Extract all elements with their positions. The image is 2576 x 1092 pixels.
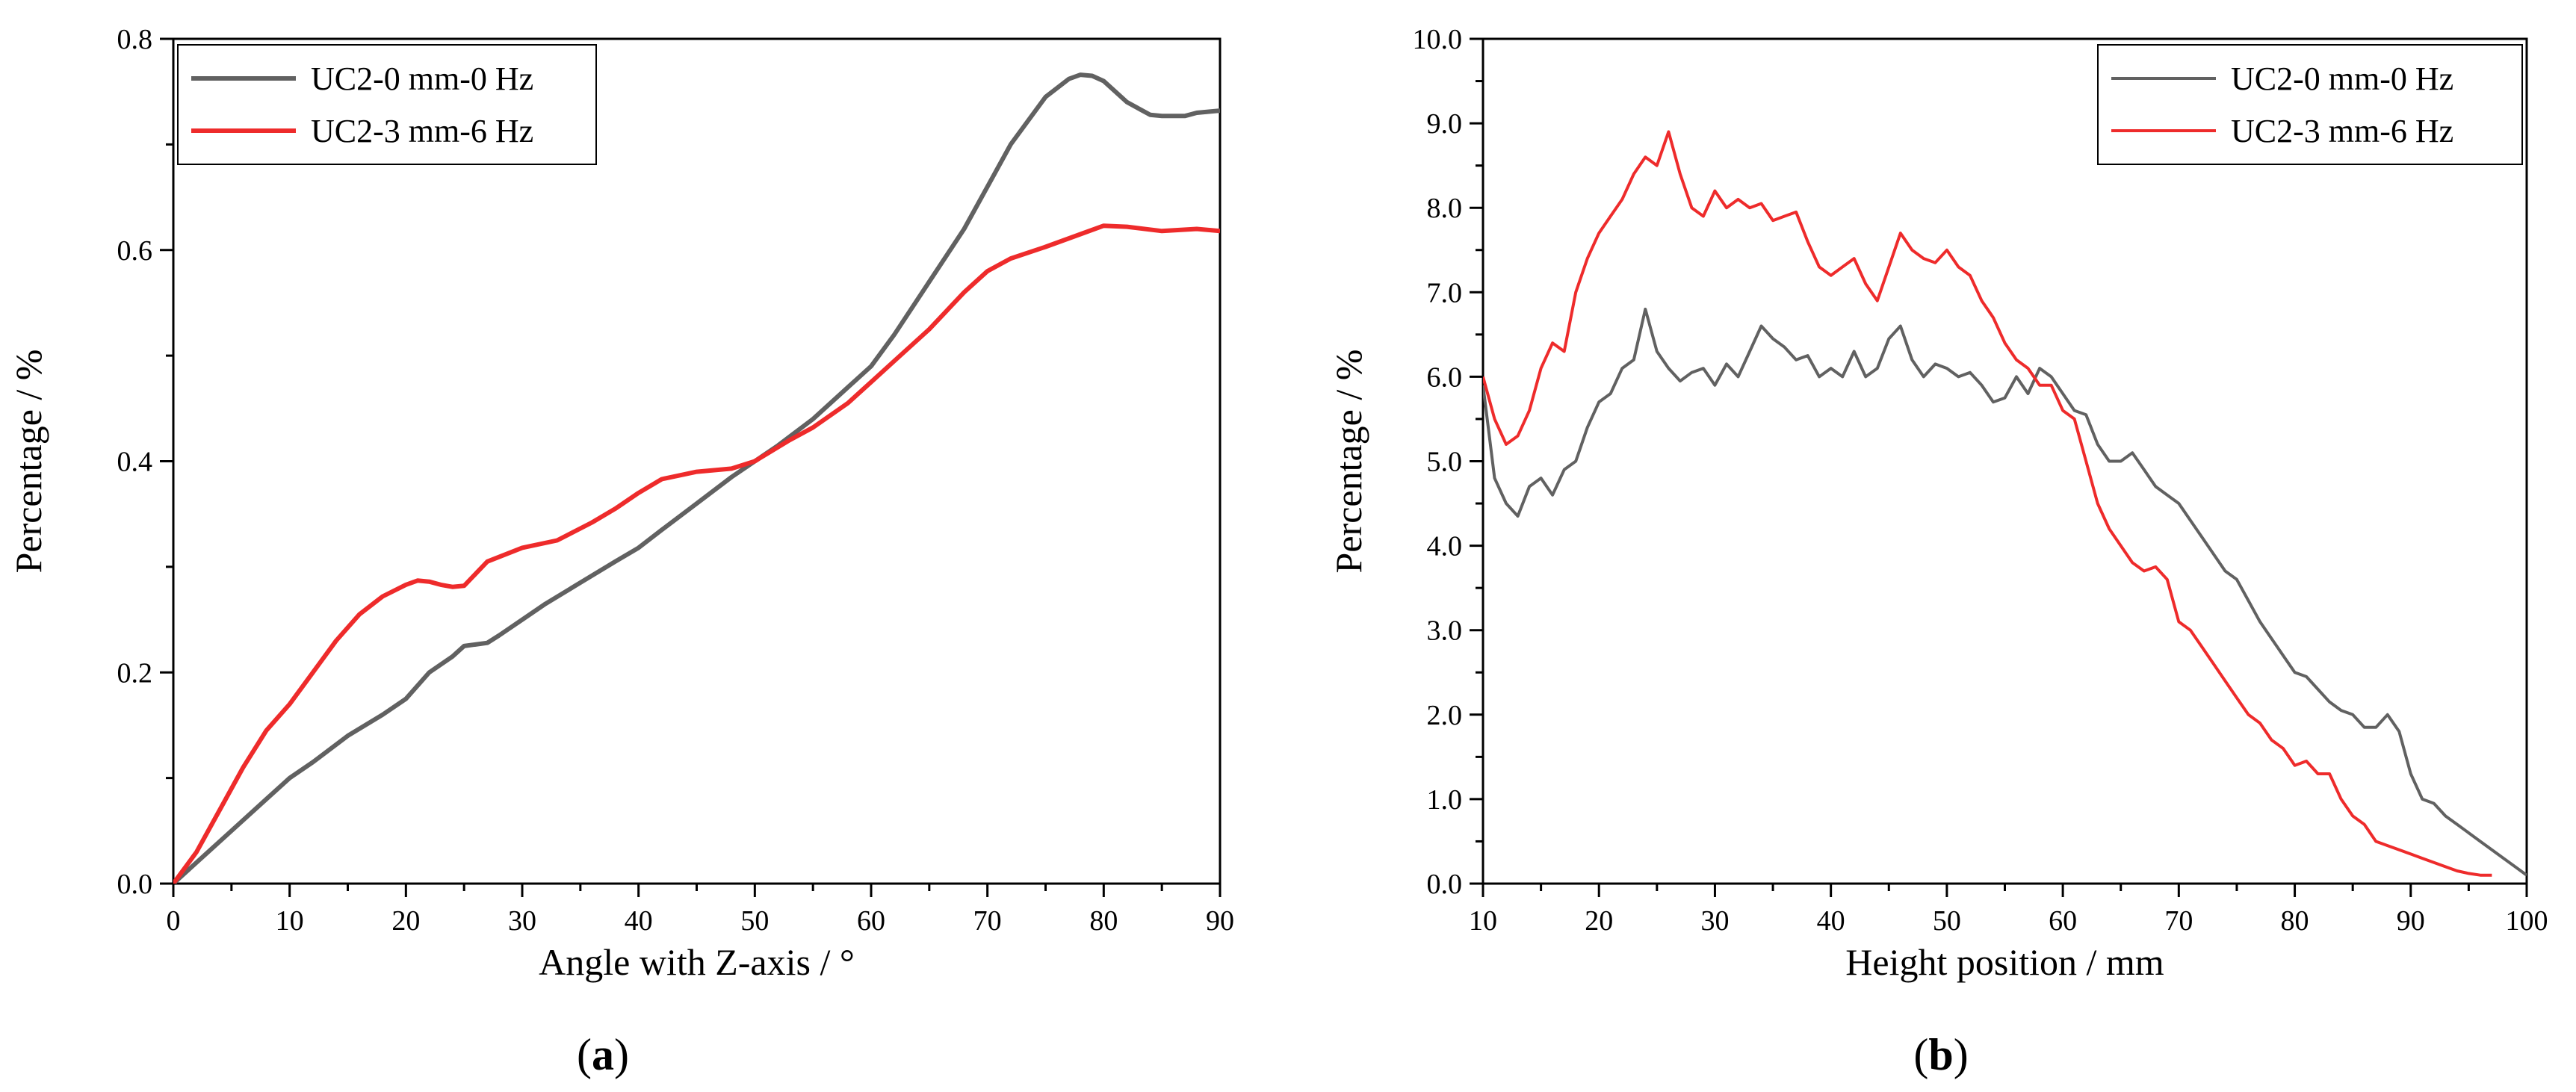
- x-tick-label: 40: [1817, 905, 1845, 937]
- y-tick-label: 4.0: [1427, 531, 1463, 562]
- y-tick-label: 0.2: [117, 657, 153, 689]
- legend: UC2-0 mm-0 Hz UC2-3 mm-6 Hz: [177, 44, 597, 165]
- legend-box: [177, 44, 597, 165]
- panel-label: (a): [577, 1030, 629, 1079]
- legend: UC2-0 mm-0 Hz UC2-3 mm-6 Hz: [2097, 44, 2523, 165]
- x-tick-label: 30: [1700, 905, 1729, 937]
- series-line-uc2-0mm-0hz: [173, 72, 1220, 884]
- x-tick-label: 50: [740, 905, 769, 937]
- y-tick-label: 8.0: [1427, 193, 1463, 224]
- panel-a: 0 10 20 30 40 50 60 70 80 90 0.0 0.2 0.4 0.6 0.8 Angle …: [7, 24, 1234, 1079]
- x-tick-label: 80: [1089, 905, 1118, 937]
- y-tick-label: 10.0: [1413, 24, 1463, 55]
- x-tick-label: 70: [973, 905, 1002, 937]
- x-tick-label: 60: [857, 905, 885, 937]
- y-axis-label: Percentage / %: [7, 350, 49, 574]
- x-tick-label: 20: [1585, 905, 1613, 937]
- series-line-uc2-3mm-6hz: [173, 223, 1220, 884]
- y-tick-label: 0.0: [1427, 869, 1463, 900]
- series-line-uc2-3mm-6hz: [1483, 130, 2492, 877]
- y-tick-label: 1.0: [1427, 784, 1463, 816]
- y-tick-label: 0.6: [117, 235, 153, 267]
- x-tick-label: 90: [1206, 905, 1234, 937]
- legend-label: UC2-3 mm-6 Hz: [2231, 113, 2453, 149]
- x-tick-label: 20: [391, 905, 420, 937]
- y-tick-label: 0.8: [117, 24, 153, 55]
- series-line-uc2-0mm-0hz: [1483, 307, 2527, 877]
- x-tick-label: 40: [625, 905, 653, 937]
- x-tick-label: 10: [276, 905, 304, 937]
- x-tick-label: 0: [167, 905, 181, 937]
- y-tick-label: 0.4: [117, 447, 153, 478]
- x-tick-label: 60: [2049, 905, 2077, 937]
- x-tick-label: 70: [2164, 905, 2193, 937]
- legend-label: UC2-3 mm-6 Hz: [311, 113, 533, 149]
- y-tick-label: 5.0: [1427, 447, 1463, 478]
- legend-box: [2097, 44, 2523, 165]
- legend-label: UC2-0 mm-0 Hz: [2231, 61, 2453, 97]
- x-tick-label: 80: [2281, 905, 2309, 937]
- x-tick-label: 10: [1469, 905, 1497, 937]
- y-tick-label: 9.0: [1427, 108, 1463, 140]
- panel-b: 10 20 30 40 50 60 70 80 90 100 0.0 1.0 2.0 3.0 4.0 5.0 6…: [1328, 24, 2548, 1079]
- y-tick-label: 0.0: [117, 869, 153, 900]
- legend-label: UC2-0 mm-0 Hz: [311, 61, 533, 97]
- y-axis-label: Percentage / %: [1328, 350, 1369, 574]
- x-tick-label: 50: [1933, 905, 1961, 937]
- x-tick-label: 100: [2506, 905, 2548, 937]
- x-axis-label: Height position / mm: [1845, 941, 2164, 983]
- y-tick-label: 2.0: [1427, 700, 1463, 731]
- y-tick-label: 3.0: [1427, 615, 1463, 647]
- y-tick-label: 7.0: [1427, 277, 1463, 308]
- x-tick-label: 90: [2397, 905, 2425, 937]
- x-axis-label: Angle with Z-axis / °: [539, 941, 855, 983]
- y-tick-label: 6.0: [1427, 362, 1463, 393]
- panel-label: (b): [1913, 1030, 1968, 1079]
- x-tick-label: 30: [508, 905, 536, 937]
